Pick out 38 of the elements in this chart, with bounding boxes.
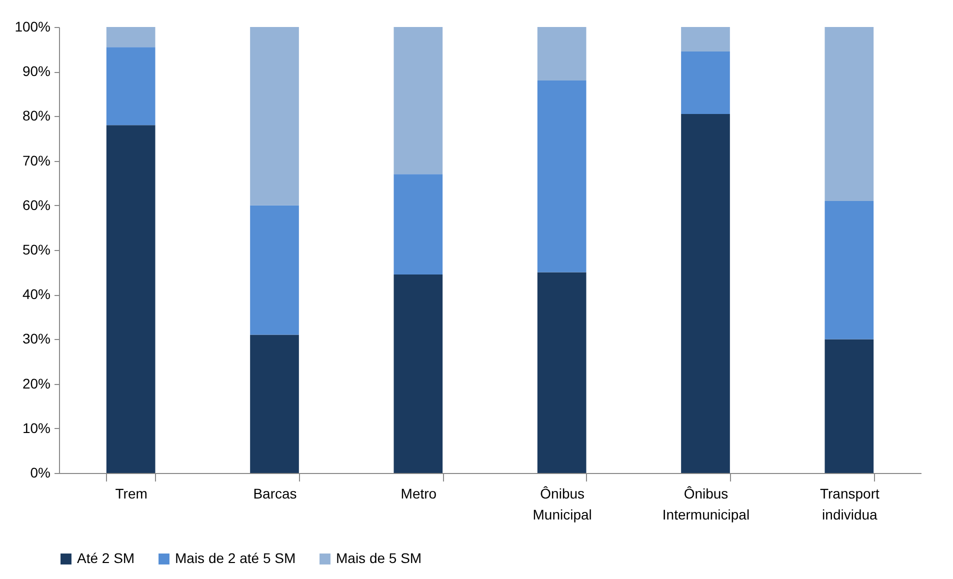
y-tick-label: 80% xyxy=(22,108,50,124)
bar xyxy=(106,47,156,126)
bar xyxy=(394,27,443,174)
legend-label: Até 2 SM xyxy=(77,550,135,566)
bar xyxy=(250,205,299,335)
legend-label: Mais de 2 até 5 SM xyxy=(175,550,296,566)
y-tick-label: 90% xyxy=(22,63,50,80)
x-tick-label: Barcas xyxy=(253,486,297,502)
x-tick-label: Metro xyxy=(400,486,437,502)
bar xyxy=(537,80,586,272)
bar xyxy=(824,339,874,473)
x-tick-label: Ônibus Intermunicipal xyxy=(662,486,750,522)
bar xyxy=(394,174,443,275)
y-tick-label: 50% xyxy=(22,242,50,258)
legend-label: Mais de 5 SM xyxy=(336,550,422,566)
y-tick-label: 70% xyxy=(22,152,50,168)
y-tick-label: 20% xyxy=(22,375,50,392)
bar xyxy=(106,27,156,48)
y-tick-label: 100% xyxy=(14,18,50,34)
bar xyxy=(394,274,443,473)
y-tick-label: 30% xyxy=(22,330,50,347)
y-tick-label: 0% xyxy=(30,464,50,480)
y-tick-label: 10% xyxy=(22,420,50,436)
bar xyxy=(106,125,156,473)
bar xyxy=(681,114,730,473)
x-tick-label: Trem xyxy=(115,486,148,502)
y-tick-label: 60% xyxy=(22,196,50,213)
x-tick-label: Transport individua xyxy=(820,486,880,522)
x-tick-label: Ônibus Municipal xyxy=(532,486,592,522)
bar xyxy=(824,27,874,201)
y-tick-label: 40% xyxy=(22,286,50,302)
bar xyxy=(250,334,299,473)
bar xyxy=(537,27,586,81)
bar xyxy=(681,52,730,114)
bar xyxy=(681,27,730,52)
bar xyxy=(824,200,874,340)
bar xyxy=(250,27,299,206)
bar xyxy=(537,272,586,473)
